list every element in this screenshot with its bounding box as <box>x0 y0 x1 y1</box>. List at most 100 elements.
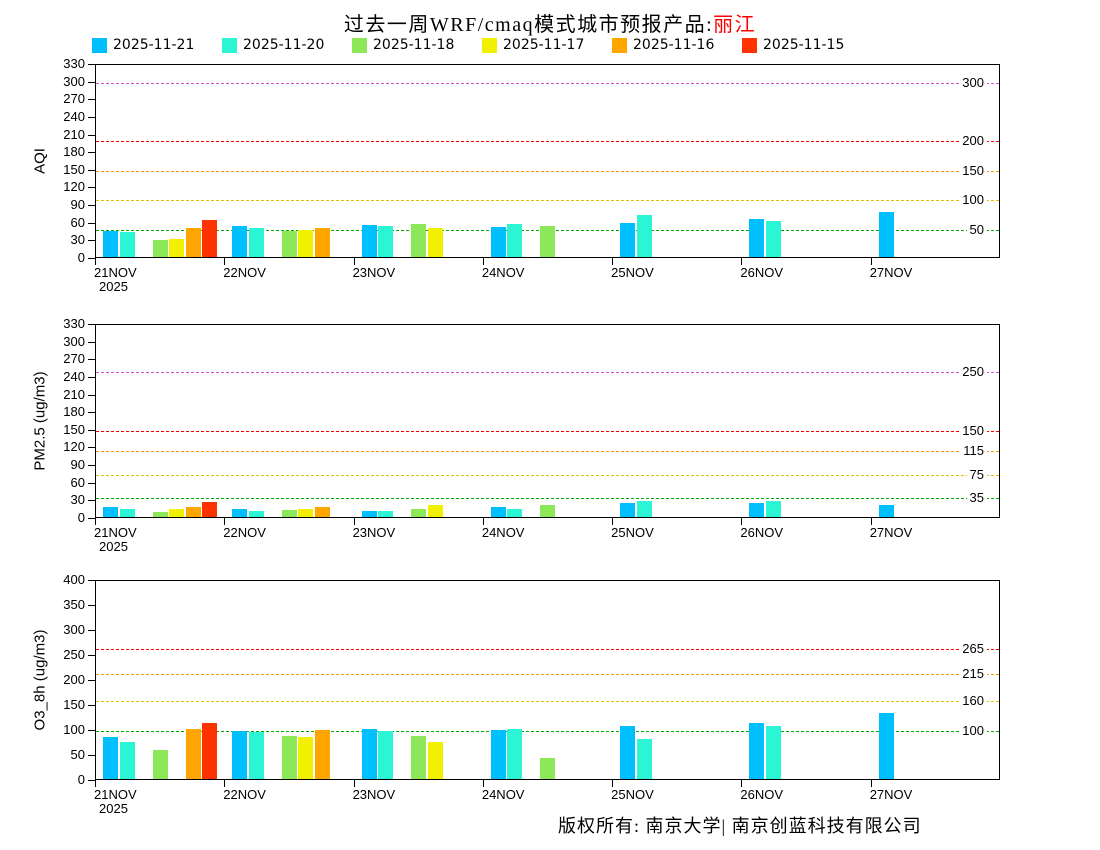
reference-line-label: 75 <box>966 467 987 483</box>
y-axis-title-1: AQI <box>31 148 49 174</box>
bar-25NOV-2025-11-20 <box>636 739 652 779</box>
y-tick-label: 270 <box>63 91 85 107</box>
y-tick-label: 120 <box>63 439 85 455</box>
reference-line-label: 100 <box>959 723 987 739</box>
x-tick-label: 23NOV <box>352 525 396 540</box>
y-tick <box>88 205 95 207</box>
legend-swatch <box>222 37 237 53</box>
reference-line-150 <box>96 430 999 432</box>
y-axis-title-3: O3_8h (ug/m3) <box>31 629 49 731</box>
y-tick <box>88 755 95 756</box>
plot-area-aqi: 50 100 150 200 300 <box>95 64 1000 258</box>
y-tick-label: 180 <box>63 144 85 160</box>
x-tick-label: 21NOV <box>94 787 137 802</box>
x-tick <box>741 258 743 265</box>
y-tick <box>88 518 95 519</box>
legend-item-2025-11-18: 2025-11-18 <box>352 37 482 53</box>
bar-21NOV-2025-11-21 <box>103 507 118 517</box>
y-tick-label: 210 <box>63 126 85 142</box>
reference-line-label: 250 <box>959 364 987 380</box>
bar-21NOV-2025-11-15 <box>202 722 217 779</box>
bar-21NOV-2025-11-20 <box>119 508 135 517</box>
legend-label: 2025-11-21 <box>113 37 195 53</box>
y-tick <box>88 655 95 656</box>
bar-25NOV-2025-11-21 <box>620 222 636 257</box>
bar-22NOV-2025-11-21 <box>232 226 248 257</box>
bar-27NOV-2025-11-21 <box>878 212 894 257</box>
x-tick <box>353 780 355 787</box>
y-tick <box>88 730 95 731</box>
legend-label: 2025-11-17 <box>503 37 585 53</box>
bar-25NOV-2025-11-20 <box>636 500 652 517</box>
x-tick-label: 27NOV <box>869 525 913 540</box>
x-tick-label: 24NOV <box>481 787 525 802</box>
reference-line-100 <box>96 200 999 202</box>
bar-22NOV-2025-11-16 <box>314 729 330 779</box>
y-tick <box>88 258 95 259</box>
plot-area-o3-8h-ug-m3-: 100 160 215 265 <box>95 580 1000 780</box>
bar-23NOV-2025-11-17 <box>427 228 443 257</box>
bar-23NOV-2025-11-18 <box>411 508 427 517</box>
x-tick-year-label: 2025 <box>99 801 128 816</box>
x-tick-label: 25NOV <box>611 265 654 280</box>
bar-22NOV-2025-11-20 <box>248 227 264 257</box>
bar-23NOV-2025-11-18 <box>411 224 427 257</box>
bar-23NOV-2025-11-20 <box>378 510 394 517</box>
reference-line-label: 35 <box>966 490 987 506</box>
y-tick-label: 90 <box>70 457 85 473</box>
legend-item-2025-11-15: 2025-11-15 <box>742 37 872 53</box>
plot-area-pm2.5-ug-m3-: 35 75 115 150 250 <box>95 324 1000 518</box>
y-axis-title-2: PM2.5 (ug/m3) <box>31 371 49 471</box>
x-tick <box>741 518 743 525</box>
x-tick <box>612 258 614 265</box>
bar-22NOV-2025-11-17 <box>298 508 314 517</box>
x-tick <box>224 258 226 265</box>
y-tick-label: 100 <box>63 722 85 737</box>
bar-24NOV-2025-11-21 <box>490 507 506 517</box>
x-tick-year-label: 2025 <box>99 279 128 294</box>
bar-21NOV-2025-11-21 <box>103 231 118 257</box>
bar-22NOV-2025-11-21 <box>232 508 248 517</box>
legend: 2025-11-21 2025-11-20 2025-11-18 2025-11-17… <box>92 37 872 53</box>
bar-21NOV-2025-11-17 <box>169 509 184 517</box>
reference-line-200 <box>96 141 999 143</box>
bar-22NOV-2025-11-21 <box>232 730 248 779</box>
x-tick-label: 25NOV <box>611 525 654 540</box>
x-tick <box>95 518 96 525</box>
legend-swatch <box>352 37 367 53</box>
y-tick <box>88 465 95 467</box>
x-tick-label: 23NOV <box>352 265 396 280</box>
bar-25NOV-2025-11-20 <box>636 214 652 257</box>
y-tick <box>88 429 95 431</box>
x-tick <box>870 780 872 787</box>
bar-27NOV-2025-11-21 <box>878 505 894 517</box>
x-tick-label: 24NOV <box>481 265 525 280</box>
reference-line-label: 200 <box>959 133 987 149</box>
legend-item-2025-11-16: 2025-11-16 <box>612 37 742 53</box>
bar-26NOV-2025-11-20 <box>765 220 781 257</box>
bar-23NOV-2025-11-21 <box>361 728 377 779</box>
reference-line-label: 115 <box>960 443 987 459</box>
y-tick-label: 0 <box>77 250 85 265</box>
bar-24NOV-2025-11-18 <box>540 504 556 517</box>
x-tick <box>95 780 96 787</box>
y-tick-label: 60 <box>70 474 85 490</box>
bar-22NOV-2025-11-16 <box>314 507 330 517</box>
bar-25NOV-2025-11-21 <box>620 502 636 517</box>
legend-label: 2025-11-18 <box>373 37 455 53</box>
y-tick-label: 30 <box>70 492 85 508</box>
bar-26NOV-2025-11-20 <box>765 726 781 779</box>
bar-21NOV-2025-11-20 <box>119 232 135 257</box>
bar-24NOV-2025-11-21 <box>490 729 506 779</box>
reference-line-100 <box>96 731 999 732</box>
y-tick <box>88 134 95 136</box>
x-tick <box>870 258 872 265</box>
x-tick <box>612 518 614 525</box>
bar-23NOV-2025-11-17 <box>427 742 443 779</box>
y-tick <box>88 705 95 706</box>
bar-24NOV-2025-11-20 <box>507 508 523 517</box>
y-tick-label: 350 <box>63 597 85 612</box>
bar-21NOV-2025-11-15 <box>202 219 217 257</box>
x-tick <box>353 518 355 525</box>
x-tick <box>482 258 484 265</box>
